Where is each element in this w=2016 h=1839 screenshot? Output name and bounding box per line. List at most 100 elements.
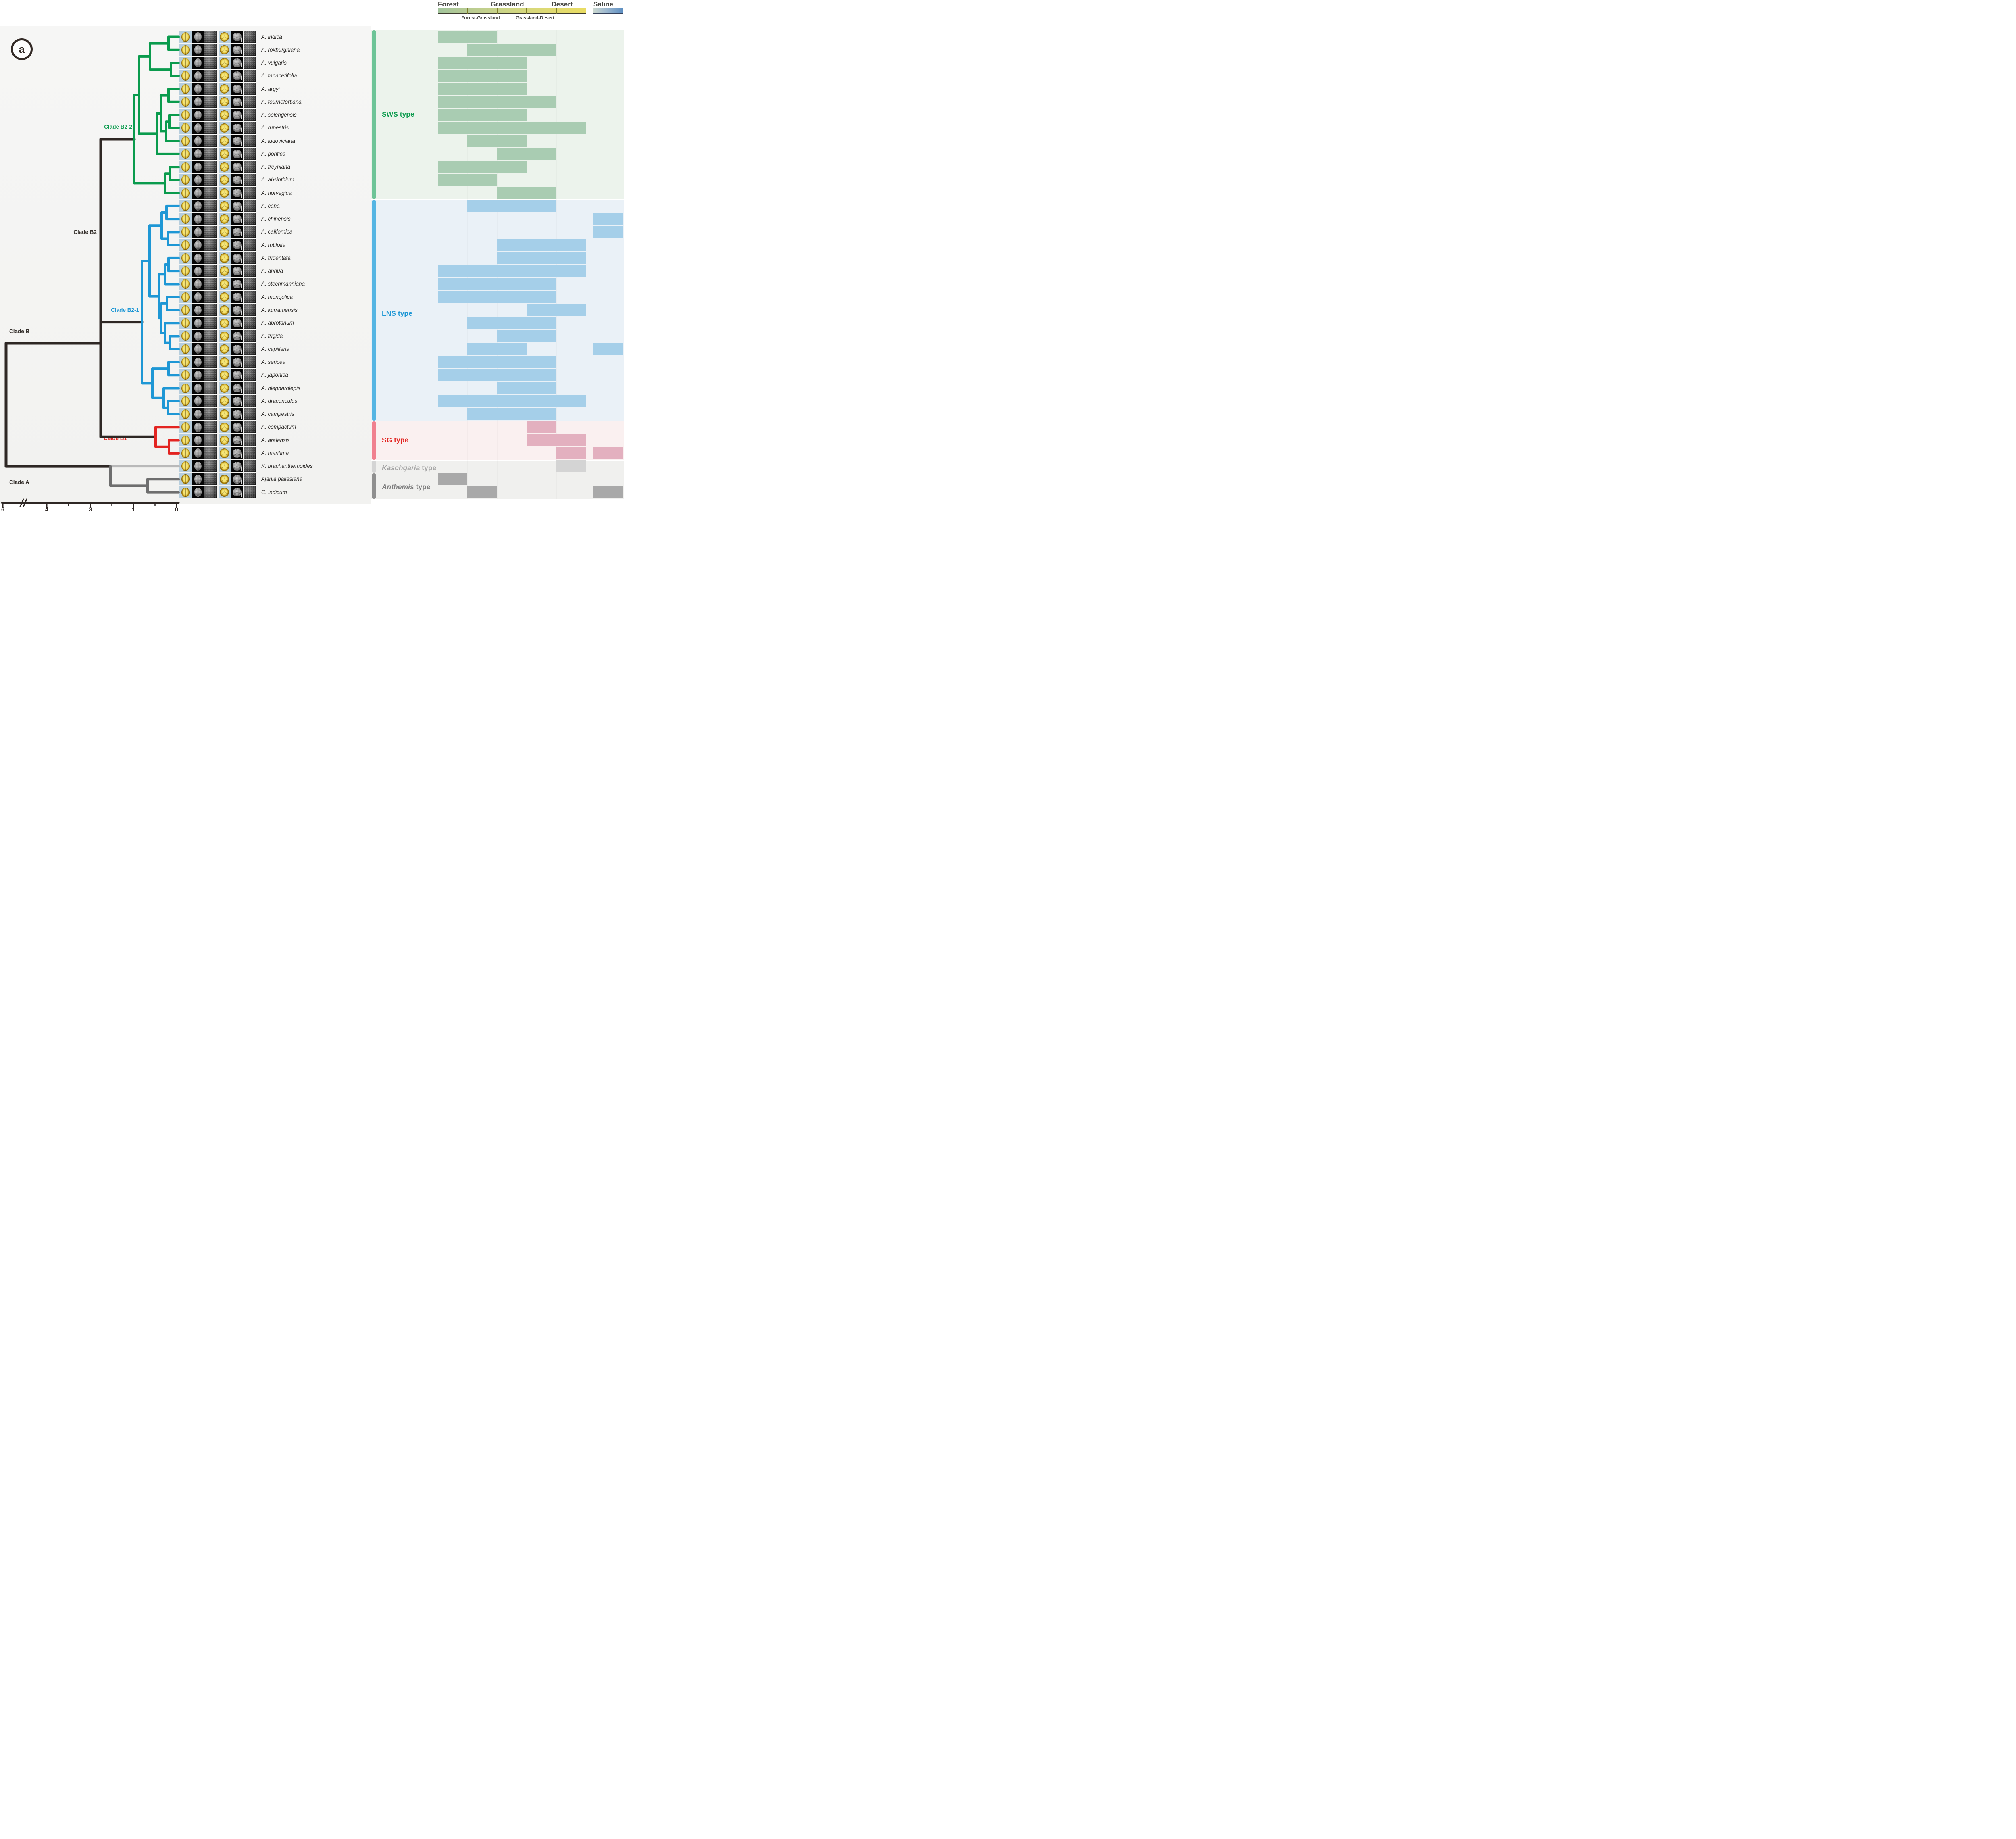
pollen-grain: [194, 357, 202, 367]
pollen-sem-detail-thumb: [204, 135, 217, 147]
pollen-sem-detail-thumb: [204, 70, 217, 82]
pollen-lm-thumb: [179, 135, 192, 147]
pollen-grain: [219, 84, 229, 94]
pollen-grain: [219, 318, 229, 328]
pollen-grain: [181, 344, 190, 354]
pollen-lm-thumb: [218, 460, 231, 473]
pollen-grain: [194, 292, 202, 302]
pollen-lm-thumb: [179, 96, 192, 108]
pollen-grain: [181, 461, 190, 471]
pollen-grain: [194, 266, 202, 276]
pollen-grain: [181, 305, 190, 315]
species-label: A. abrotanum: [261, 320, 294, 326]
pollen-sem-thumb: [192, 122, 204, 134]
species-label: A. freyniana: [261, 164, 291, 170]
pollen-grain: [194, 84, 202, 94]
pollen-grain: [232, 488, 242, 497]
pollen-sem-thumb: [231, 109, 243, 121]
pollen-grain: [181, 240, 190, 250]
pollen-grain: [219, 474, 229, 484]
type-sidebar-ant: [372, 473, 376, 499]
pollen-grain: [181, 422, 190, 432]
pollen-grain: [219, 370, 229, 380]
habitat-range-bar: [438, 70, 527, 82]
pollen-grain: [181, 253, 190, 263]
pollen-grain: [219, 32, 229, 42]
pollen-grain: [232, 32, 242, 42]
species-label: A. vulgaris: [261, 60, 287, 66]
pollen-grain: [232, 279, 242, 289]
saline-habitat-bar: [593, 447, 623, 459]
pollen-grain: [181, 227, 190, 237]
habitat-range-bar: [556, 460, 586, 473]
pollen-sem-detail-thumb: [244, 382, 256, 394]
pollen-grain: [194, 162, 202, 172]
species-label: A. maritima: [261, 450, 289, 456]
pollen-sem-thumb: [231, 83, 243, 95]
pollen-sem-thumb: [192, 213, 204, 225]
pollen-lm-thumb: [179, 356, 192, 368]
pollen-grain: [219, 409, 229, 419]
pollen-grain: [194, 201, 202, 211]
pollen-grain: [232, 227, 242, 237]
pollen-sem-detail-thumb: [244, 356, 256, 368]
pollen-grain: [232, 58, 242, 67]
pollen-sem-thumb: [231, 44, 243, 56]
pollen-grain: [194, 32, 202, 42]
pollen-sem-thumb: [192, 148, 204, 160]
legend-sublabel: Forest-Grassland: [461, 16, 500, 21]
pollen-sem-thumb: [231, 356, 243, 368]
pollen-grain: [232, 436, 242, 445]
legend-tick: [467, 8, 468, 14]
pollen-sem-thumb: [192, 265, 204, 277]
pollen-sem-thumb: [231, 265, 243, 277]
pollen-sem-thumb: [192, 187, 204, 199]
pollen-grain: [194, 58, 202, 68]
pollen-lm-thumb: [179, 369, 192, 382]
clade-label-clade-b: Clade B: [9, 328, 30, 334]
habitat-range-bar: [438, 369, 556, 382]
pollen-grain: [232, 202, 242, 211]
time-axis-break-slash: [23, 498, 27, 507]
panel-a-label: a: [11, 38, 33, 60]
pollen-grain: [194, 136, 202, 146]
habitat-range-bar: [438, 265, 586, 277]
pollen-grain: [194, 97, 202, 107]
pollen-sem-detail-thumb: [244, 473, 256, 486]
species-label: A. campestris: [261, 411, 294, 417]
pollen-sem-thumb: [231, 408, 243, 421]
pollen-sem-thumb: [231, 252, 243, 264]
pollen-sem-detail-thumb: [244, 174, 256, 186]
pollen-grain: [194, 436, 202, 445]
pollen-grain: [194, 488, 202, 497]
pollen-grain: [232, 371, 242, 380]
pollen-sem-thumb: [192, 382, 204, 394]
pollen-grain: [219, 240, 229, 250]
pollen-lm-thumb: [179, 486, 192, 498]
pollen-grain: [232, 306, 242, 315]
legend-tick: [526, 8, 527, 14]
pollen-sem-detail-thumb: [244, 96, 256, 108]
species-label: A. frigida: [261, 333, 283, 339]
pollen-sem-detail-thumb: [204, 161, 217, 173]
time-axis-label: 1: [131, 507, 135, 513]
pollen-sem-detail-thumb: [204, 31, 217, 43]
pollen-grain: [219, 422, 229, 432]
pollen-lm-thumb: [218, 382, 231, 394]
pollen-sem-detail-thumb: [204, 408, 217, 421]
habitat-range-bar: [438, 83, 527, 95]
pollen-lm-thumb: [218, 122, 231, 134]
pollen-grain: [181, 396, 190, 406]
pollen-grain: [232, 449, 242, 458]
species-label: C. indicum: [261, 489, 287, 495]
pollen-grain: [232, 215, 242, 223]
pollen-grain: [181, 136, 190, 146]
pollen-sem-thumb: [231, 57, 243, 69]
pollen-grain: [219, 136, 229, 146]
habitat-range-bar: [497, 148, 556, 160]
pollen-grain: [181, 97, 190, 107]
habitat-range-bar: [527, 421, 556, 434]
species-label: A. pontica: [261, 150, 286, 157]
legend-gradient-bar: [438, 8, 586, 14]
pollen-sem-detail-thumb: [244, 291, 256, 303]
